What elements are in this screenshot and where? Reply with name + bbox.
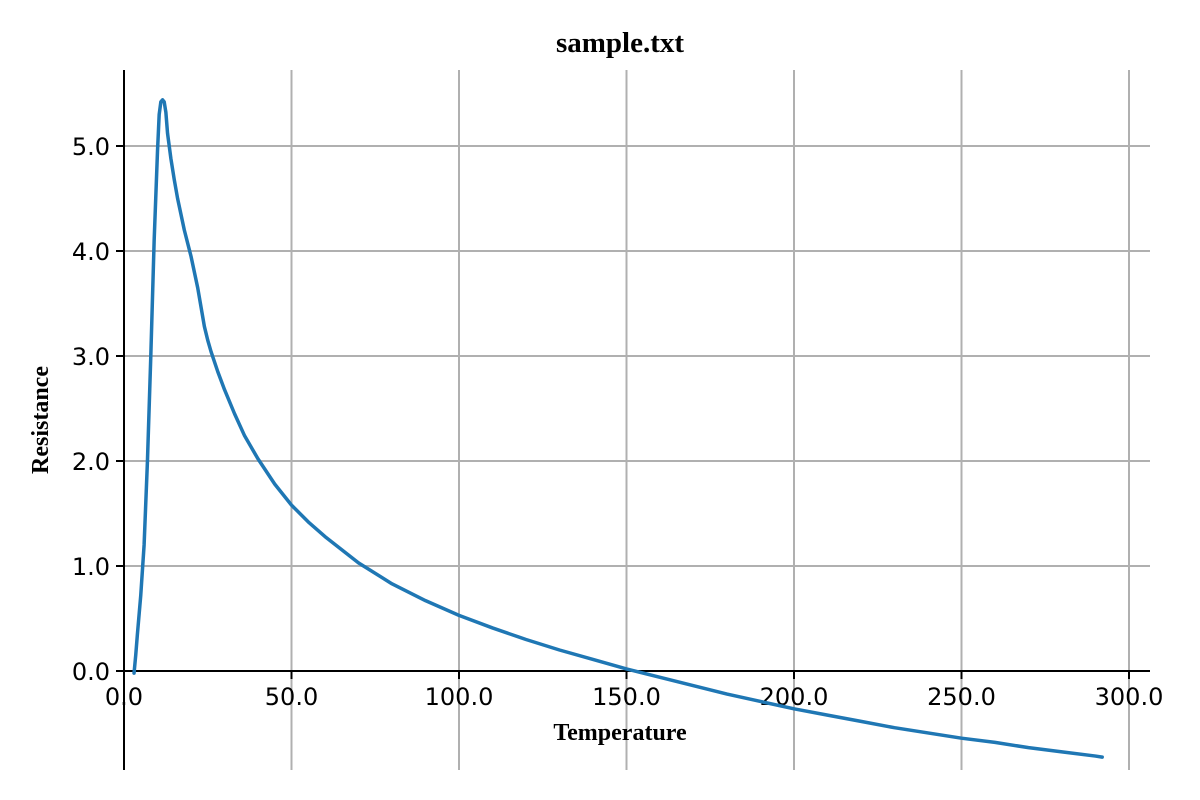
y-tick-label: 5.0 (72, 133, 110, 161)
x-tick-label: 300.0 (1095, 683, 1164, 711)
y-tick-label: 3.0 (72, 343, 110, 371)
y-tick-label: 4.0 (72, 238, 110, 266)
x-tick-label: 0.0 (105, 683, 143, 711)
y-tick-label: 0.0 (72, 658, 110, 686)
grid-lines (124, 70, 1150, 770)
series-layer (132, 98, 1104, 759)
y-axis-label: Resistance (28, 366, 54, 474)
y-tick-label: 1.0 (72, 553, 110, 581)
axes (123, 70, 1150, 770)
x-ticks: 0.0 50.0 100.0 150.0 200.0 250.0 300.0 (105, 671, 1163, 711)
chart-title: sample.txt (556, 27, 684, 59)
x-tick-label: 250.0 (927, 683, 996, 711)
y-ticks: 0.0 1.0 2.0 3.0 4.0 5.0 (72, 133, 124, 686)
x-tick-label: 50.0 (265, 683, 318, 711)
x-tick-label: 150.0 (592, 683, 661, 711)
x-tick-label: 200.0 (760, 683, 829, 711)
y-tick-label: 2.0 (72, 448, 110, 476)
x-tick-label: 100.0 (425, 683, 494, 711)
x-axis-label: Temperature (553, 720, 687, 746)
series-line (132, 98, 1104, 759)
